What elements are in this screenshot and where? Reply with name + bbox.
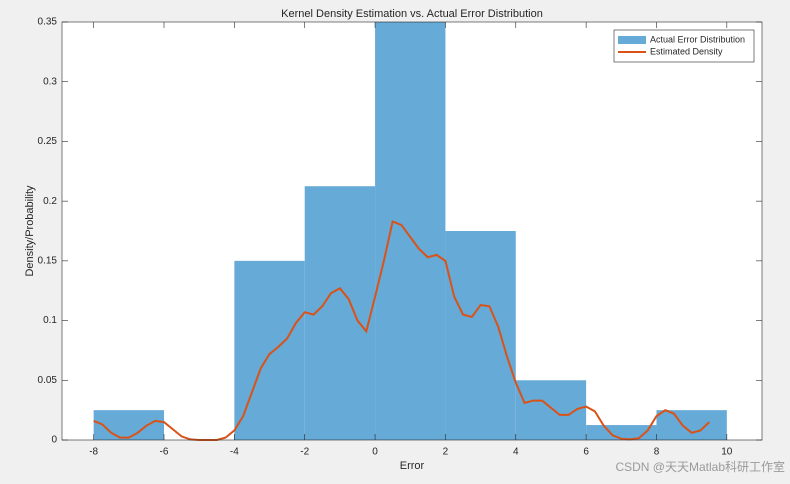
y-axis-label: Density/Probability	[24, 185, 36, 277]
x-tick-label: 4	[513, 447, 519, 458]
y-tick-label: 0.35	[38, 17, 58, 28]
legend-swatch	[618, 36, 646, 44]
chart-title: Kernel Density Estimation vs. Actual Err…	[281, 8, 543, 20]
y-tick-label: 0.15	[38, 255, 58, 266]
y-tick-label: 0.25	[38, 136, 58, 147]
y-tick-label: 0.1	[43, 315, 57, 326]
y-tick-label: 0	[51, 435, 57, 446]
x-tick-label: 8	[654, 447, 660, 458]
legend-label: Estimated Density	[650, 46, 723, 56]
y-tick-label: 0.3	[43, 76, 57, 87]
x-tick-label: -2	[300, 447, 309, 458]
x-axis-label: Error	[400, 460, 425, 472]
legend-label: Actual Error Distribution	[650, 34, 745, 44]
watermark: CSDN @天天Matlab科研工作室	[615, 459, 785, 474]
x-tick-label: -6	[160, 447, 169, 458]
histogram-bar	[375, 22, 446, 440]
x-tick-label: -4	[230, 447, 239, 458]
histogram-bar	[586, 425, 657, 440]
histogram-bar	[93, 410, 165, 440]
x-tick-label: -8	[89, 447, 98, 458]
axes-box	[61, 21, 763, 441]
y-tick-label: 0.2	[43, 196, 57, 207]
y-tick-label: 0.05	[38, 375, 58, 386]
x-tick-label: 0	[372, 447, 378, 458]
x-tick-label: 10	[721, 447, 733, 458]
histogram-bar	[445, 231, 516, 440]
x-tick-label: 2	[443, 447, 449, 458]
histogram-bar	[656, 410, 727, 440]
legend-box	[613, 29, 755, 63]
x-tick-label: 6	[583, 447, 589, 458]
plot-layer	[93, 22, 727, 441]
